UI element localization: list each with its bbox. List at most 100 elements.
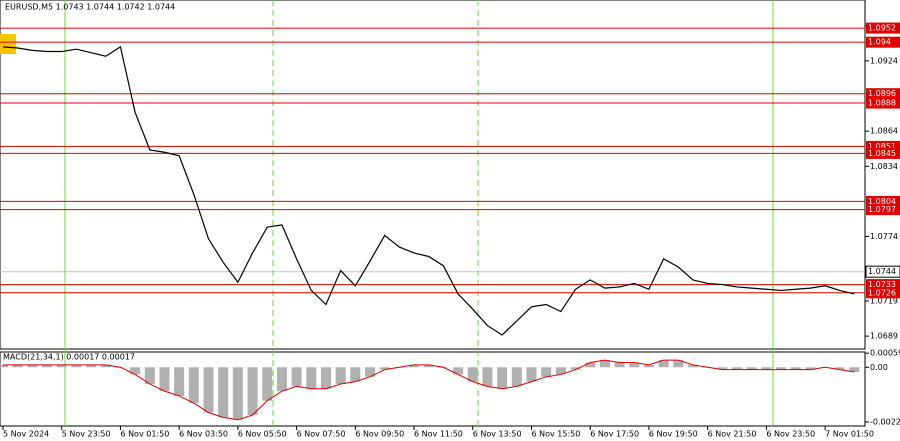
macd-bar — [159, 367, 170, 392]
macd-bar — [511, 367, 522, 387]
macd-bar — [790, 367, 801, 370]
macd-bar — [409, 364, 420, 368]
symbol-title: EURUSD,M5 1.0743 1.0744 1.0742 1.0744 — [5, 3, 175, 12]
macd-bar — [614, 362, 625, 368]
level-label: 1.0845 — [868, 149, 896, 158]
macd-bar — [570, 367, 581, 370]
macd-bar — [335, 367, 346, 384]
macd-bar — [453, 367, 464, 375]
x-tick-label: 6 Nov 21:50 — [708, 430, 757, 439]
y-tick-label: -0.00229 — [870, 417, 900, 426]
macd-bar — [585, 362, 596, 368]
level-label-box — [866, 287, 900, 299]
macd-bar — [350, 367, 361, 382]
macd-bar — [276, 367, 287, 392]
macd-bar — [673, 360, 684, 368]
macd-bar — [717, 367, 728, 370]
y-tick-label: 0.00 — [870, 363, 888, 372]
macd-bar — [306, 367, 317, 389]
macd-bar — [526, 367, 537, 382]
macd-bar — [805, 367, 816, 370]
level-label-box — [866, 279, 900, 291]
macd-bar — [320, 367, 331, 389]
x-tick-label: 6 Nov 13:50 — [473, 430, 522, 439]
macd-bar — [0, 364, 8, 368]
current-price-label: 1.0744 — [868, 267, 896, 276]
level-label-box — [866, 22, 900, 34]
macd-bar — [687, 364, 698, 368]
x-tick-label: 6 Nov 23:50 — [766, 430, 815, 439]
price-panel — [0, 0, 866, 350]
macd-bar — [144, 367, 155, 384]
macd-bar — [776, 367, 787, 370]
macd-bar — [262, 367, 273, 401]
x-tick-label: 5 Nov 2024 — [3, 430, 49, 439]
macd-bar — [849, 367, 860, 373]
x-tick-label: 6 Nov 03:50 — [179, 430, 228, 439]
level-label: 1.0733 — [868, 280, 896, 289]
level-label-box — [866, 36, 900, 48]
macd-bar — [247, 367, 258, 416]
level-label: 1.0952 — [868, 24, 896, 33]
macd-bar — [423, 364, 434, 368]
macd-bar — [541, 367, 552, 377]
macd-bar — [746, 367, 757, 370]
y-tick-label: 1.0864 — [870, 127, 898, 136]
macd-bar — [658, 360, 669, 368]
macd-bar — [555, 367, 566, 375]
macd-bar — [732, 367, 742, 370]
macd-bar — [482, 367, 493, 387]
macd-bar — [643, 364, 654, 368]
y-tick-label: 0.00059 — [870, 349, 900, 358]
macd-panel — [0, 351, 866, 427]
level-label-box — [866, 97, 900, 109]
x-tick-label: 6 Nov 07:50 — [297, 430, 346, 439]
level-label: 1.0804 — [868, 197, 896, 206]
x-tick-label: 5 Nov 23:50 — [62, 430, 111, 439]
level-label-box — [866, 147, 900, 159]
x-tick-label: 6 Nov 17:50 — [590, 430, 639, 439]
macd-bar — [56, 364, 67, 368]
macd-bar — [629, 362, 640, 368]
macd-bar — [834, 367, 845, 370]
level-label: 1.0851 — [868, 142, 896, 151]
macd-bar — [174, 367, 185, 396]
macd-bar — [467, 367, 478, 382]
x-tick-label: 7 Nov 01:50 — [825, 430, 874, 439]
level-label-box — [866, 195, 900, 207]
macd-bar — [203, 367, 214, 413]
x-tick-label: 6 Nov 05:50 — [238, 430, 287, 439]
macd-title: MACD(21,34,1) 0.00017 0.00017 — [3, 353, 135, 362]
marker-icon — [0, 34, 16, 54]
macd-bar — [761, 367, 772, 370]
macd-signal-line — [3, 359, 855, 421]
y-tick-label: 1.0719 — [870, 296, 898, 305]
level-label-box — [866, 204, 900, 216]
macd-bar — [599, 360, 610, 368]
macd-bar — [42, 364, 53, 368]
x-tick-label: 6 Nov 15:50 — [531, 430, 580, 439]
x-tick-label: 6 Nov 11:50 — [414, 430, 463, 439]
x-tick-label: 6 Nov 09:50 — [355, 430, 404, 439]
level-label-box — [866, 88, 900, 100]
macd-bar — [130, 367, 141, 375]
y-tick-label: 1.0774 — [870, 232, 898, 241]
x-tick-label: 6 Nov 01:50 — [120, 430, 169, 439]
macd-bar — [100, 364, 111, 368]
level-label: 1.0888 — [868, 99, 896, 108]
macd-bar — [232, 367, 243, 420]
level-label: 1.0726 — [868, 288, 896, 297]
level-label: 1.0896 — [868, 89, 896, 98]
macd-bar — [218, 367, 229, 418]
macd-bar — [291, 367, 302, 387]
current-price-box — [865, 265, 900, 278]
macd-bar — [12, 364, 23, 368]
macd-bar — [188, 367, 199, 404]
macd-bar — [27, 364, 38, 368]
level-label: 1.0797 — [868, 205, 896, 214]
level-label: 1.094 — [868, 38, 891, 47]
macd-bar — [71, 364, 82, 368]
macd-bar — [365, 367, 375, 377]
y-tick-label: 1.0834 — [870, 162, 898, 171]
